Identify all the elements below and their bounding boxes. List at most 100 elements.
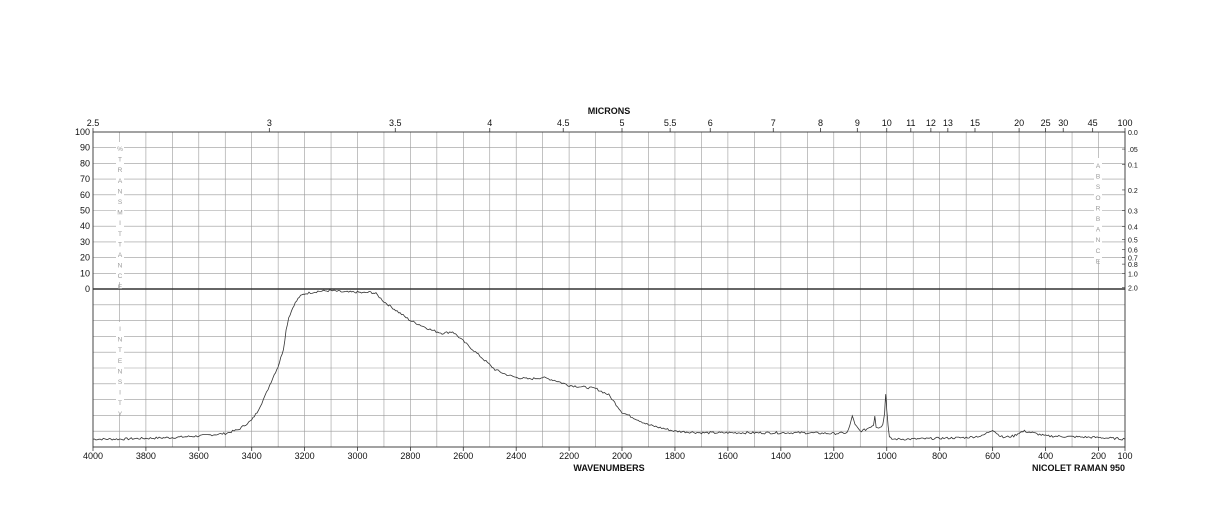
absorbance-tick-label: 0.1 (1128, 162, 1138, 169)
micron-tick-label: 100 (1117, 118, 1132, 128)
transmittance-label-letter: R (118, 167, 123, 174)
absorbance-tick-label: .05 (1128, 147, 1138, 154)
transmittance-tick-label: 80 (80, 158, 90, 168)
intensity-label-letter: N (118, 368, 123, 375)
micron-tick-label: 7 (771, 118, 776, 128)
absorbance-label-letter: A (1096, 163, 1101, 170)
absorbance-tick-label: 0.5 (1128, 237, 1138, 244)
absorbance-tick-label: 0.3 (1128, 208, 1138, 215)
instrument-label: NICOLET RAMAN 950 (1032, 463, 1125, 473)
micron-tick-label: 6 (708, 118, 713, 128)
absorbance-label-letter: R (1096, 205, 1101, 212)
transmittance-label-letter: T (118, 157, 122, 164)
x-tick-label: 3600 (189, 451, 209, 461)
micron-tick-label: 4.5 (557, 118, 570, 128)
absorbance-label-letter: A (1096, 227, 1101, 234)
intensity-label-letter: I (119, 326, 121, 333)
x-tick-label: 3400 (242, 451, 262, 461)
transmittance-tick-label: 10 (80, 268, 90, 278)
transmittance-tick-label: 40 (80, 221, 90, 231)
transmittance-tick-label: 60 (80, 190, 90, 200)
x-tick-label: 1200 (824, 451, 844, 461)
x-tick-label: 400 (1038, 451, 1053, 461)
absorbance-tick-label: 0.8 (1128, 262, 1138, 269)
x-tick-label: 2200 (559, 451, 579, 461)
transmittance-label-letter: N (118, 263, 123, 270)
absorbance-tick-label: 0.0 (1128, 130, 1138, 137)
x-tick-label: 800 (932, 451, 947, 461)
intensity-label-letter: S (118, 379, 123, 386)
intensity-label-letter: I (119, 390, 121, 397)
x-tick-label: 1600 (718, 451, 738, 461)
transmittance-label-letter: N (118, 188, 123, 195)
x-tick-label: 1800 (665, 451, 685, 461)
transmittance-label-letter: E (118, 284, 123, 291)
micron-tick-label: 13 (943, 118, 953, 128)
x-tick-label: 1400 (771, 451, 791, 461)
x-tick-label: 2800 (400, 451, 420, 461)
absorbance-tick-label: 1.0 (1128, 271, 1138, 278)
x-tick-label: 3200 (295, 451, 315, 461)
absorbance-label-letter: C (1096, 248, 1101, 255)
intensity-label-letter: Y (118, 411, 123, 418)
micron-tick-label: 8 (818, 118, 823, 128)
transmittance-tick-label: 30 (80, 237, 90, 247)
transmittance-tick-label: 0 (85, 284, 90, 294)
micron-tick-label: 11 (906, 118, 915, 128)
micron-tick-label: 20 (1014, 118, 1024, 128)
micron-tick-label: 15 (970, 118, 980, 128)
intensity-label-letter: N (118, 337, 123, 344)
absorbance-label-letter: S (1096, 184, 1101, 191)
micron-tick-label: 3 (267, 118, 272, 128)
micron-tick-label: 5 (619, 118, 624, 128)
intensity-label-letter: T (118, 400, 122, 407)
transmittance-tick-label: 20 (80, 253, 90, 263)
micron-tick-label: 5.5 (664, 118, 677, 128)
transmittance-label-bg (116, 142, 124, 282)
micron-tick-label: 9 (855, 118, 860, 128)
transmittance-tick-label: 50 (80, 206, 90, 216)
micron-tick-label: 12 (926, 118, 936, 128)
absorbance-tick-label: 2.0 (1128, 285, 1138, 292)
micron-tick-label: 10 (882, 118, 892, 128)
intensity-label-letter: T (118, 347, 122, 354)
x-axis-label: WAVENUMBERS (573, 463, 644, 473)
x-tick-label: 600 (985, 451, 1000, 461)
plot-frame (92, 128, 1126, 451)
micron-tick-label: 4 (487, 118, 492, 128)
x-tick-label: 200 (1091, 451, 1106, 461)
absorbance-label-letter: O (1095, 195, 1100, 202)
intensity-label-letter: E (118, 358, 123, 365)
transmittance-label-letter: % (117, 146, 123, 153)
intensity-label-bg (116, 322, 124, 414)
transmittance-label-letter: T (118, 241, 122, 248)
micron-tick-label: 30 (1058, 118, 1068, 128)
x-tick-label: 3800 (136, 451, 156, 461)
transmittance-label-letter: C (118, 273, 123, 280)
transmittance-label-letter: A (118, 252, 123, 259)
absorbance-label-letter: N (1096, 237, 1101, 244)
micron-tick-label: 2.5 (87, 118, 100, 128)
absorbance-tick-label: 0.4 (1128, 224, 1138, 231)
absorbance-tick-label: 0.2 (1128, 188, 1138, 195)
transmittance-tick-label: 90 (80, 143, 90, 153)
transmittance-label-letter: I (119, 220, 121, 227)
micron-tick-label: 25 (1041, 118, 1051, 128)
absorbance-tick-label: 0.6 (1128, 248, 1138, 255)
micron-tick-label: 3.5 (389, 118, 402, 128)
absorbance-label-letter: E (1096, 258, 1101, 265)
x-tick-label: 2400 (506, 451, 526, 461)
x-tick-label: 3000 (347, 451, 367, 461)
x-tick-label: 100 (1117, 451, 1132, 461)
x-tick-label: 2600 (453, 451, 473, 461)
transmittance-tick-label: 100 (75, 127, 90, 137)
x-tick-label: 2000 (612, 451, 632, 461)
axis-labels: 4000 3800 3600 3400 3200 3000 2800 2600 2400 2200… (75, 118, 1138, 461)
transmittance-tick-label: 70 (80, 174, 90, 184)
top-axis-title: MICRONS (588, 106, 631, 116)
transmittance-label-letter: A (118, 178, 123, 185)
x-tick-label: 1000 (877, 451, 897, 461)
x-tick-label: 4000 (83, 451, 103, 461)
spectrum-line (92, 289, 1126, 441)
